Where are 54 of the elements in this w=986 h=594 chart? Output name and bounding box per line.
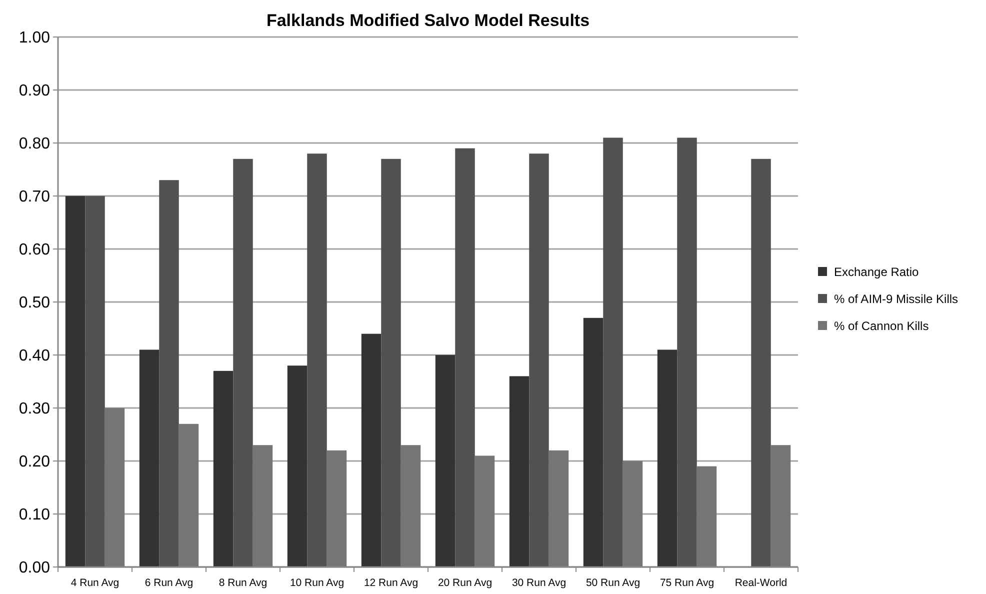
x-tick-label: 6 Run Avg	[144, 577, 194, 589]
bar	[252, 445, 273, 567]
x-tick-label: 50 Run Avg	[586, 577, 640, 589]
bar	[213, 370, 234, 567]
bar	[400, 445, 421, 567]
y-tick-label: 0.90	[18, 82, 50, 100]
bar	[435, 355, 456, 567]
x-tick-label: 8 Run Avg	[218, 577, 268, 589]
legend-label: % of Cannon Kills	[834, 319, 929, 334]
bar	[104, 408, 125, 567]
bar	[65, 196, 86, 567]
y-tick-label: 0.60	[18, 242, 50, 259]
y-tick-label: 0.50	[18, 294, 50, 312]
x-tick-label: 10 Run Avg	[290, 577, 344, 589]
bar	[287, 366, 308, 567]
chart-title: Falklands Modified Salvo Model Results	[266, 11, 590, 30]
y-tick-label: 0.20	[18, 454, 50, 471]
bar	[178, 424, 199, 567]
y-tick-label: 1.00	[18, 30, 50, 47]
bar	[622, 461, 643, 567]
bar	[770, 445, 791, 567]
x-tick-label: 12 Run Avg	[364, 577, 418, 589]
bar	[583, 318, 604, 567]
y-tick-label: 0.70	[18, 188, 50, 206]
bar	[233, 158, 253, 567]
x-tick-label: 30 Run Avg	[512, 577, 566, 589]
y-tick-label: 0.30	[18, 400, 50, 418]
bar	[603, 138, 623, 567]
bar	[548, 450, 569, 567]
bar	[381, 158, 401, 567]
bar	[326, 450, 347, 567]
bar	[696, 466, 717, 567]
x-tick-label: 75 Run Avg	[660, 577, 714, 589]
bar	[361, 334, 382, 567]
bar	[139, 350, 160, 567]
legend-label: % of AIM-9 Missile Kills	[834, 292, 958, 306]
bar	[455, 148, 475, 567]
bar	[509, 376, 530, 567]
y-tick-label: 0.40	[18, 348, 50, 365]
y-tick-label: 0.00	[18, 560, 50, 577]
legend-label: Exchange Ratio	[834, 265, 920, 280]
bar	[529, 154, 549, 567]
y-tick-label: 0.10	[18, 506, 50, 524]
x-tick-label: 4 Run Avg	[70, 577, 120, 589]
bar	[159, 180, 179, 567]
x-tick-label: Real-World	[734, 577, 788, 589]
bar	[307, 154, 327, 567]
bar	[657, 350, 678, 567]
bar	[474, 456, 495, 567]
y-tick-label: 0.80	[18, 136, 50, 153]
bar	[677, 138, 697, 567]
bar	[751, 158, 771, 567]
bar	[85, 196, 105, 567]
x-tick-label: 20 Run Avg	[438, 577, 492, 589]
